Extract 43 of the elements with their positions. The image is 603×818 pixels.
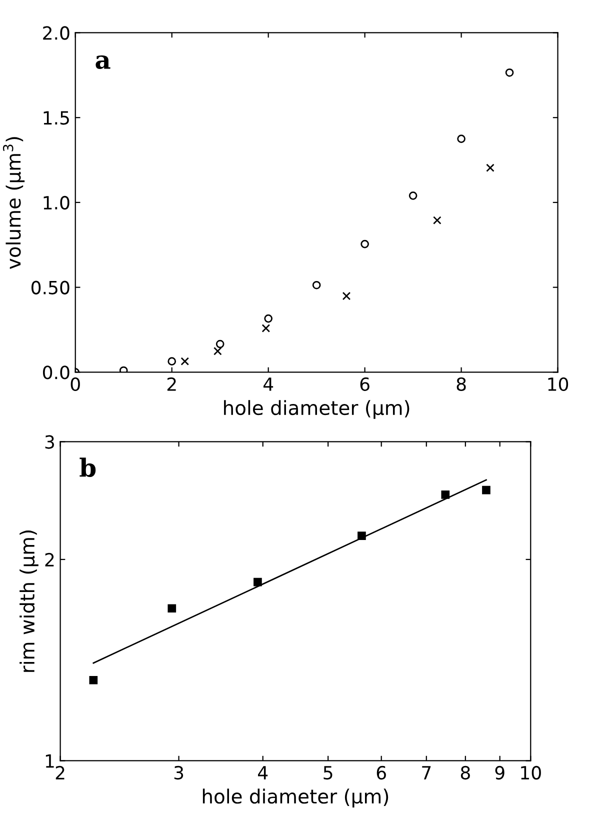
y-tick-label: 1.0 bbox=[44, 196, 70, 210]
x-axis-title: hole diameter (μm) bbox=[202, 788, 388, 808]
x-tick-label: 2 bbox=[167, 377, 176, 391]
y-tick-label: 2.0 bbox=[43, 26, 70, 40]
point bbox=[342, 292, 351, 300]
x-tick-label: 0 bbox=[70, 377, 80, 392]
point bbox=[505, 68, 514, 77]
y-tick-label: 0.0 bbox=[42, 366, 70, 380]
point bbox=[214, 346, 222, 356]
y-tick-label: 0.50 bbox=[32, 280, 70, 294]
point bbox=[457, 134, 466, 143]
x-tick-label: 10 bbox=[521, 766, 541, 780]
text: b bbox=[80, 458, 96, 478]
x-tick-label: 8 bbox=[460, 766, 470, 780]
point bbox=[264, 314, 272, 323]
point bbox=[312, 280, 321, 290]
point bbox=[216, 340, 224, 348]
x-tick-label: 10 bbox=[548, 377, 568, 392]
point bbox=[119, 366, 128, 372]
point bbox=[168, 357, 176, 366]
x-tick-label: 6 bbox=[376, 766, 386, 780]
text: a bbox=[96, 55, 110, 70]
point bbox=[360, 240, 369, 248]
x-axis-title: hole diameter (μm) bbox=[224, 400, 410, 419]
y-tick-label: 3 bbox=[45, 435, 54, 449]
x-tick-label: 6 bbox=[360, 377, 370, 392]
x-tick-label: 5 bbox=[324, 766, 332, 780]
x-tick-label: 9 bbox=[495, 766, 504, 780]
point bbox=[180, 357, 190, 366]
x-tick-label: 3 bbox=[174, 766, 184, 780]
x-tick-label: 7 bbox=[422, 766, 431, 780]
x-tick-label: 4 bbox=[258, 766, 268, 780]
point bbox=[486, 164, 494, 172]
y-tick-label: 2 bbox=[45, 552, 54, 566]
y-tick-label: 1 bbox=[46, 754, 54, 768]
point bbox=[408, 192, 418, 200]
y-axis-title: volume (μm$^{3}$) bbox=[2, 137, 25, 269]
point bbox=[433, 216, 442, 224]
x-tick-label: 8 bbox=[456, 377, 466, 392]
x-tick-label: 4 bbox=[263, 378, 274, 391]
point bbox=[262, 324, 270, 332]
y-axis-title: rim width (μm) bbox=[20, 530, 38, 672]
y-tick-label: 1.5 bbox=[44, 111, 69, 125]
